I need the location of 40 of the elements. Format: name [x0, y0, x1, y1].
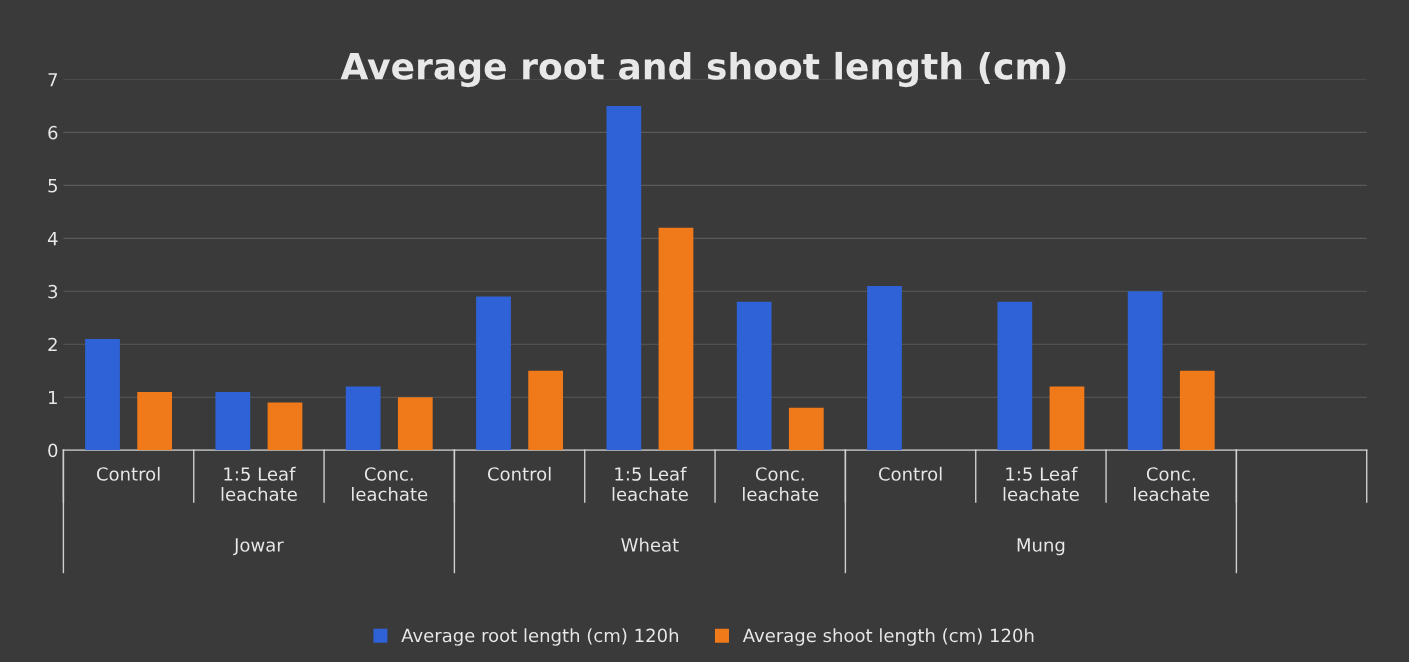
bar [397, 397, 433, 451]
x-tick-label: Control [878, 466, 942, 481]
bar [137, 391, 173, 451]
bar [1049, 386, 1085, 451]
bar [345, 386, 381, 451]
x-tick-label: Control [96, 466, 160, 481]
bar [997, 301, 1033, 451]
y-tick-label: 0 [48, 443, 58, 458]
bar [788, 407, 824, 451]
bar [1179, 370, 1215, 451]
text: Mung [1017, 538, 1065, 556]
y-tick-label: 6 [48, 125, 58, 140]
bar [736, 301, 772, 451]
x-tick-label: 1:5 Leaf leachate [1003, 466, 1079, 502]
bar [867, 285, 902, 451]
bar [85, 338, 120, 451]
bar [476, 296, 511, 451]
bar [1127, 291, 1163, 451]
bar [606, 105, 642, 451]
x-tick-label: Conc. leachate [352, 467, 428, 502]
y-tick-label: 2 [48, 337, 57, 352]
x-tick-label: 1:5 Leaf leachate [221, 466, 297, 502]
chart-title: Average root and shoot length (cm) [340, 51, 1066, 88]
bar [215, 391, 251, 451]
text: Wheat [621, 537, 679, 552]
y-tick-label: 7 [48, 73, 57, 87]
y-tick-label: 1 [49, 390, 57, 405]
text: Jowar [233, 538, 284, 556]
legend-label: Average root length (cm) 120h [401, 628, 678, 646]
bar [267, 402, 303, 451]
y-tick-label: 4 [47, 232, 58, 246]
y-tick-label: 3 [48, 284, 58, 299]
x-tick-label: Conc. leachate [743, 467, 819, 502]
x-tick-label: 1:5 Leaf leachate [612, 466, 688, 502]
bar [658, 227, 694, 451]
legend-label: Average shoot length (cm) 120h [742, 628, 1034, 646]
bar [528, 370, 564, 451]
y-tick-label: 5 [48, 179, 57, 193]
x-tick-label: Control [487, 466, 551, 481]
x-tick-label: Conc. leachate [1134, 467, 1210, 502]
